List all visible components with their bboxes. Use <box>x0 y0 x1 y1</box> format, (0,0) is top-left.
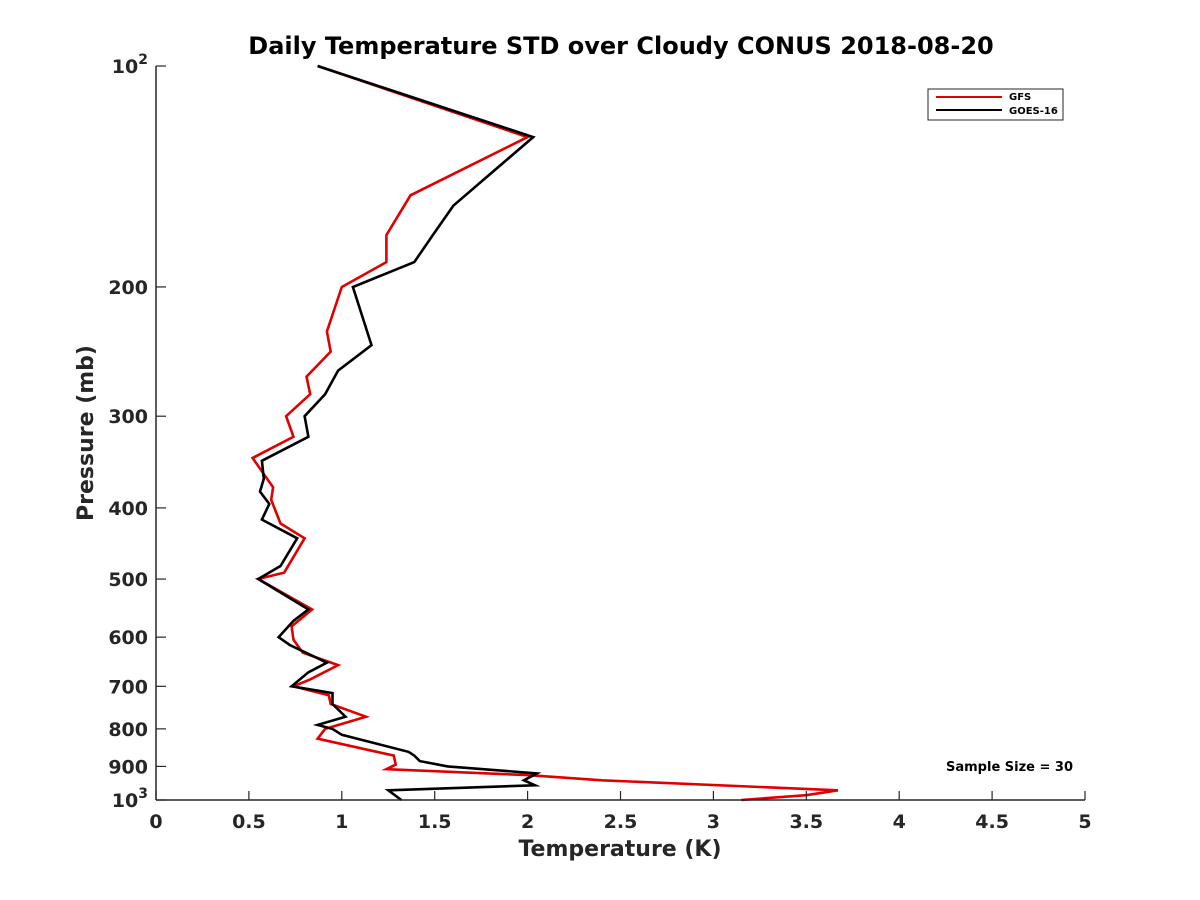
series-line-goes16 <box>255 64 542 802</box>
x-axis-label: Temperature (K) <box>518 837 721 862</box>
y-tick-label: 200 <box>108 277 148 299</box>
y-tick-label-base: 10 <box>112 790 138 812</box>
y-tick-label: 900 <box>108 756 148 778</box>
y-tick-label: 103 <box>112 786 148 812</box>
plot-area <box>250 64 839 802</box>
x-tick-label: 2 <box>521 811 534 833</box>
series-line-gfs <box>250 64 839 802</box>
y-tick-label-base: 10 <box>112 56 138 78</box>
x-tick-label: 1 <box>335 811 348 833</box>
y-tick-label: 600 <box>108 627 148 649</box>
legend-box <box>927 88 1064 121</box>
legend: GFS GOES-16 <box>927 88 1064 121</box>
x-tick-label: 4.5 <box>975 811 1009 833</box>
axes <box>155 66 1085 801</box>
x-tick-label: 4 <box>893 811 906 833</box>
x-axis-ticks: 0 0.5 1 1.5 2 2.5 3 3.5 4 4.5 5 <box>149 791 1092 833</box>
x-tick-label: 3 <box>707 811 720 833</box>
x-tick-label: 2.5 <box>604 811 638 833</box>
legend-label-goes16: GOES-16 <box>1009 106 1058 117</box>
x-tick-label: 0 <box>149 811 162 833</box>
x-tick-label: 3.5 <box>789 811 823 833</box>
x-tick-label: 1.5 <box>418 811 452 833</box>
legend-label-gfs: GFS <box>1009 92 1031 103</box>
x-tick-label: 0.5 <box>232 811 266 833</box>
y-tick-label: 102 <box>112 52 148 78</box>
y-tick-label-exponent: 2 <box>138 52 148 68</box>
y-tick-label: 700 <box>108 676 148 698</box>
y-tick-label: 800 <box>108 719 148 741</box>
y-tick-label-exponent: 3 <box>138 786 148 802</box>
y-axis-label: Pressure (mb) <box>74 345 99 521</box>
y-tick-label: 400 <box>108 498 148 520</box>
sample-size-annotation: Sample Size = 30 <box>946 760 1073 775</box>
x-tick-label: 5 <box>1078 811 1091 833</box>
chart-title: Daily Temperature STD over Cloudy CONUS … <box>248 32 993 60</box>
y-tick-label: 500 <box>108 569 148 591</box>
y-tick-label: 300 <box>108 406 148 428</box>
